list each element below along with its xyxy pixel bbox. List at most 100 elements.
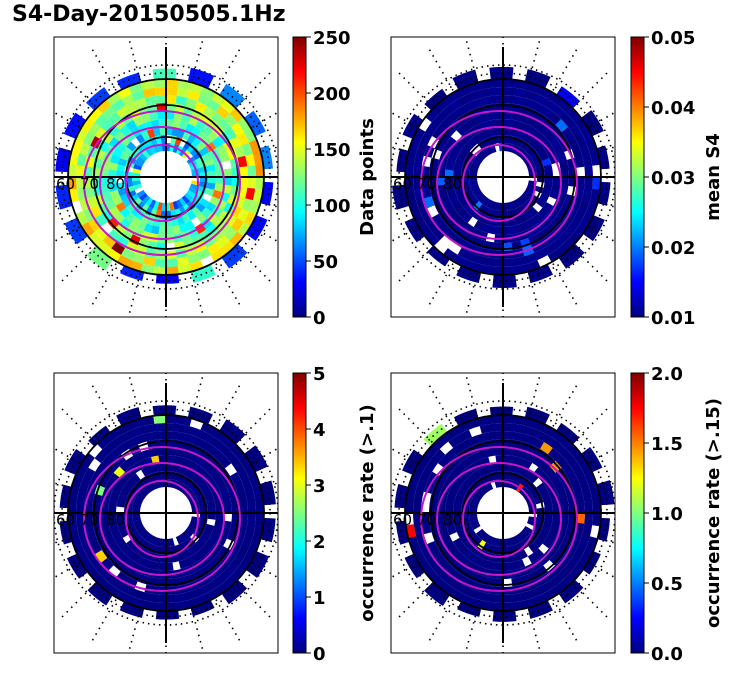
heatmap-cell	[443, 584, 458, 598]
colorbar-tick-label: 100	[313, 196, 351, 217]
heatmap-cell	[443, 248, 458, 262]
heatmap-cell	[202, 488, 213, 498]
heatmap-cell	[509, 225, 518, 235]
colorbar-gradient	[292, 36, 307, 318]
heatmap-cell	[183, 476, 192, 487]
heatmap-cell	[94, 113, 109, 128]
dotted-meridian	[90, 382, 117, 427]
heatmap-cell	[216, 480, 228, 492]
heatmap-cell	[437, 520, 447, 531]
heatmap-cell	[130, 206, 141, 217]
heatmap-cell	[112, 147, 123, 158]
heatmap-cell	[236, 544, 250, 559]
heatmap-cell	[190, 147, 200, 157]
heatmap-cell	[195, 492, 205, 501]
heatmap-cell	[471, 522, 481, 530]
heatmap-cell	[445, 497, 455, 507]
heatmap-cell	[224, 214, 237, 228]
heatmap-cell	[463, 538, 474, 549]
heatmap-cell	[449, 483, 460, 494]
heatmap-cell	[576, 177, 585, 189]
heatmap-cell	[574, 132, 587, 146]
heatmap-cell	[96, 99, 112, 114]
heatmap-cell	[552, 235, 567, 249]
heatmap-cell	[169, 202, 175, 211]
heatmap-cell	[210, 565, 224, 579]
heatmap-cell	[239, 502, 249, 514]
heatmap-cell	[462, 119, 475, 131]
heatmap-cell	[444, 512, 454, 521]
panel-frame	[53, 36, 279, 318]
heatmap-cell	[200, 86, 216, 100]
heatmap-cell	[494, 538, 500, 547]
heatmap-cell	[477, 203, 486, 214]
dotted-meridian	[427, 599, 454, 644]
heatmap-cell	[241, 478, 253, 493]
latitude-label: 60	[393, 511, 412, 529]
heatmap-cell	[416, 142, 428, 156]
heatmap-cell	[203, 106, 217, 119]
polar-panel-3: 60 70 80 0 1 2 3 4 5 occurrence rate (>.1)	[53, 364, 378, 665]
colorbar-label: mean S4	[703, 133, 724, 221]
heatmap-cell	[547, 565, 561, 579]
colorbar-tick-label: 1	[313, 588, 326, 609]
heatmap-cell	[94, 226, 108, 241]
heatmap-cell	[200, 422, 216, 436]
heatmap-cell	[549, 189, 559, 200]
heatmap-cell	[441, 198, 453, 210]
heatmap-cell	[166, 78, 180, 88]
dotted-meridian	[427, 382, 454, 427]
heatmap-cell	[487, 225, 497, 235]
heatmap-cell	[186, 526, 196, 534]
heatmap-cell	[523, 190, 533, 198]
heatmap-cell	[145, 197, 153, 207]
heatmap-cell	[498, 202, 503, 212]
heatmap-cell	[541, 493, 552, 503]
heatmap-cell	[453, 170, 462, 177]
heatmap-cell	[513, 215, 523, 226]
heatmap-cell	[107, 505, 117, 513]
heatmap-cell	[237, 468, 250, 482]
heatmap-cell	[536, 146, 547, 157]
heatmap-cell	[453, 499, 463, 508]
heatmap-cell	[424, 88, 448, 111]
heatmap-cell	[229, 231, 244, 247]
heatmap-cell	[503, 95, 515, 104]
heatmap-cell	[158, 118, 167, 128]
heatmap-cell	[444, 169, 454, 177]
heatmap-cell	[195, 202, 206, 213]
heatmap-cell	[153, 127, 161, 137]
heatmap-cell	[132, 168, 141, 174]
heatmap-cell	[131, 588, 145, 600]
heatmap-cell	[101, 131, 114, 144]
heatmap-cell	[433, 99, 449, 114]
heatmap-cell	[459, 146, 470, 156]
heatmap-cell	[140, 449, 152, 460]
heatmap-cell	[255, 164, 265, 178]
heatmap-cell	[224, 127, 238, 141]
heatmap-cell	[131, 252, 145, 264]
heatmap-cell	[541, 157, 552, 167]
heatmap-cell	[475, 192, 485, 201]
heatmap-cell	[491, 422, 504, 432]
heatmap-cell	[544, 170, 554, 178]
heatmap-cell	[102, 527, 113, 539]
heatmap-cell	[478, 130, 488, 141]
heatmap-cell	[117, 422, 132, 436]
heatmap-cell	[234, 481, 246, 495]
heatmap-cell	[181, 531, 190, 541]
heatmap-cell	[136, 525, 146, 534]
heatmap-cell	[82, 467, 96, 482]
heatmap-cell	[462, 101, 475, 113]
heatmap-cell	[145, 138, 154, 148]
heatmap-cell	[467, 137, 478, 148]
heatmap-cell	[496, 126, 504, 136]
colorbar: 0 50 100 150 200 250 Data points	[292, 28, 378, 329]
heatmap-cell	[446, 525, 457, 536]
heatmap-cell	[245, 153, 256, 167]
colorbar-gradient	[630, 372, 645, 654]
heatmap-cell	[458, 429, 472, 442]
heatmap-cell	[236, 208, 250, 223]
heatmap-cell	[95, 462, 108, 476]
heatmap-cell	[420, 512, 430, 524]
